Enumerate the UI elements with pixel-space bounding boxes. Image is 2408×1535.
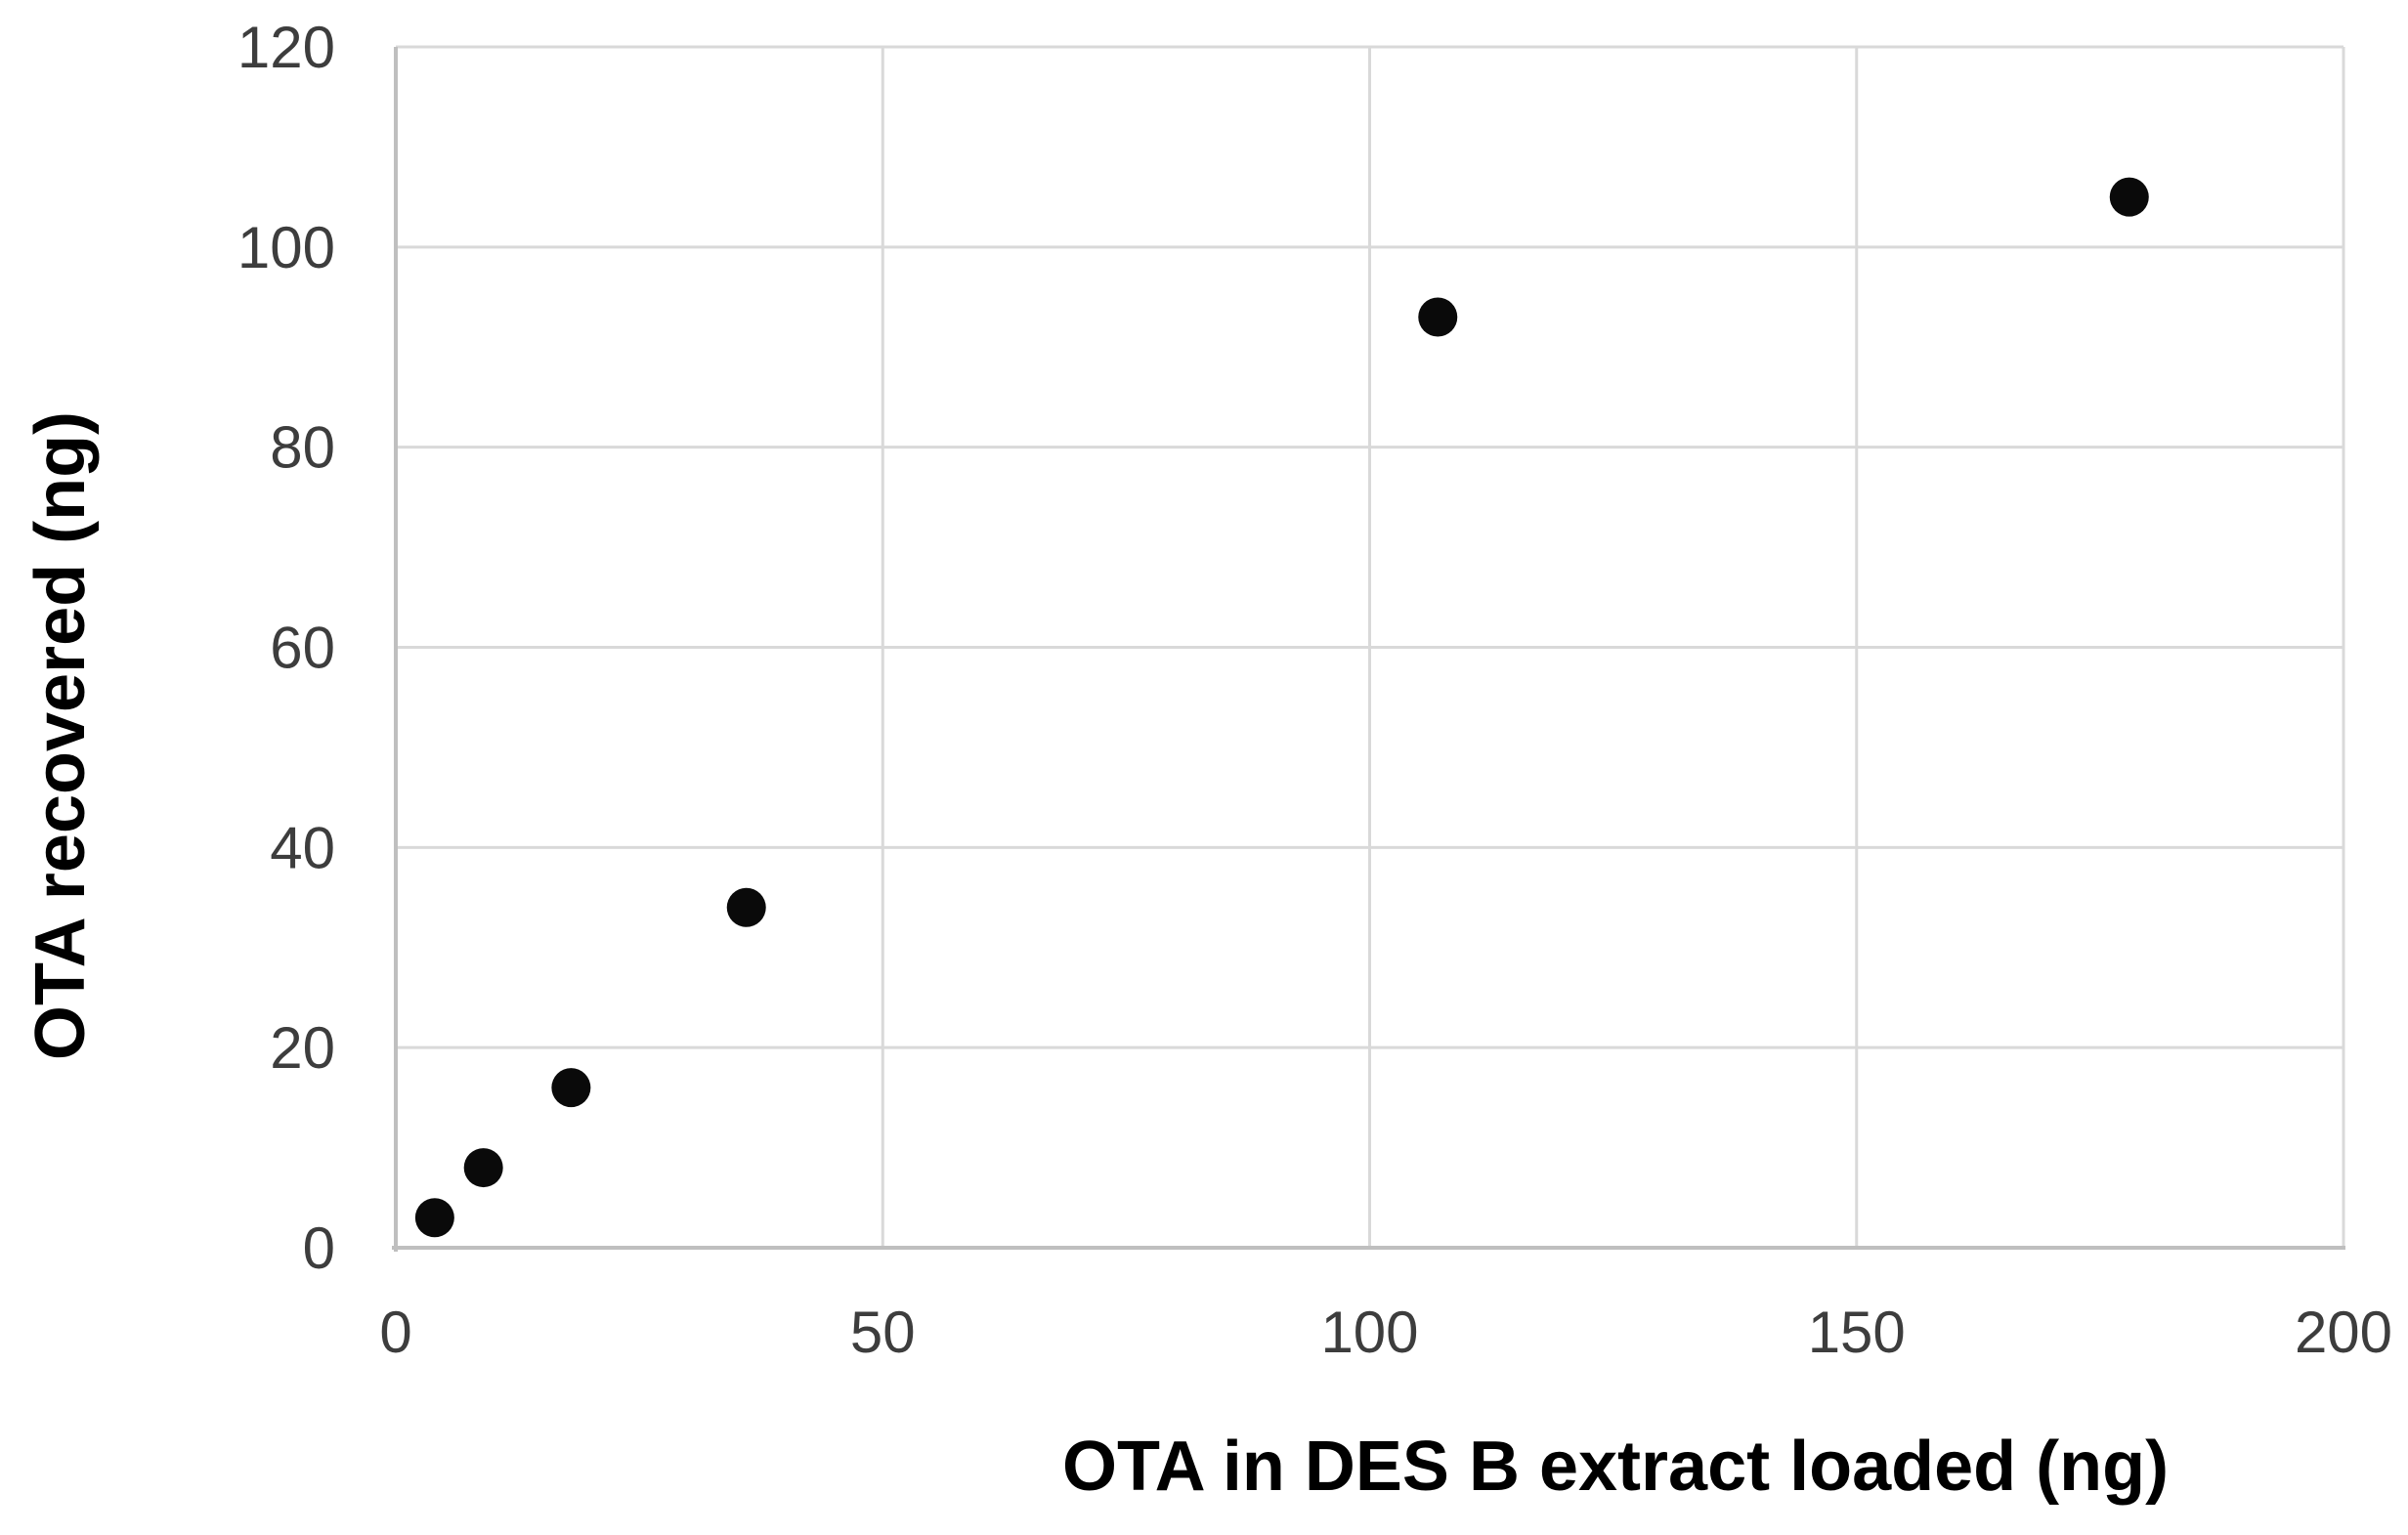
y-tick-label-20: 20 (270, 1015, 335, 1081)
data-point (726, 887, 766, 927)
data-point (2109, 177, 2149, 217)
y-axis-title: OTA recovered (ng) (22, 410, 100, 1061)
y-tick-label-0: 0 (303, 1215, 335, 1281)
y-tick-label-100: 100 (237, 215, 335, 280)
x-tick-label-0: 0 (379, 1300, 411, 1365)
data-point (414, 1198, 454, 1238)
x-tick-label-100: 100 (1320, 1300, 1418, 1365)
x-tick-label-200: 200 (2295, 1300, 2392, 1365)
data-point (551, 1068, 591, 1108)
x-axis-title: OTA in DES B extract loaded (ng) (1061, 1428, 2170, 1506)
data-point (463, 1148, 503, 1188)
x-tick-label-50: 50 (850, 1300, 916, 1365)
data-point (1418, 297, 1458, 337)
x-tick-label-150: 150 (1808, 1300, 1906, 1365)
y-tick-label-60: 60 (270, 616, 335, 681)
y-tick-label-40: 40 (270, 815, 335, 880)
y-tick-label-120: 120 (237, 15, 335, 80)
y-tick-label-80: 80 (270, 415, 335, 481)
